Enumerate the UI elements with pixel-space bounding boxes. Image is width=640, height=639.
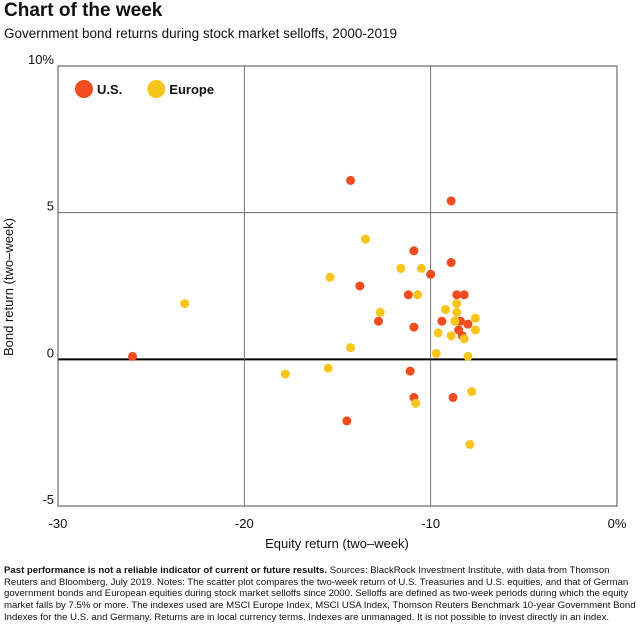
data-point [465, 439, 475, 449]
data-point [446, 196, 456, 206]
chart-subtitle: Government bond returns during stock mar… [4, 26, 397, 41]
data-point [446, 331, 456, 341]
data-point [323, 363, 333, 373]
footnote-bold: Past performance is not a reliable indic… [4, 565, 328, 576]
data-point [433, 328, 443, 338]
data-point [446, 258, 456, 268]
data-point [437, 316, 447, 326]
x-tick-label: 0% [608, 516, 627, 531]
data-point [452, 299, 462, 309]
x-axis-label: Equity return (two–week) [265, 536, 409, 551]
y-tick-label: 0 [47, 345, 54, 360]
data-point [416, 263, 426, 273]
plot-frame [57, 65, 618, 507]
data-point [426, 269, 436, 279]
data-point [280, 369, 290, 379]
x-tick-label: -20 [235, 516, 254, 531]
legend-label: Europe [169, 82, 214, 97]
y-axis-label: Bond return (two–week) [1, 218, 16, 356]
data-point [413, 290, 423, 300]
legend-marker [147, 80, 166, 98]
data-point [452, 290, 462, 300]
data-point [470, 325, 480, 335]
y-tick-label: -5 [42, 492, 54, 507]
data-point [463, 319, 473, 329]
data-point [396, 263, 406, 273]
data-point [470, 313, 480, 323]
data-point [409, 322, 419, 332]
data-point [409, 246, 419, 256]
data-point [459, 290, 469, 300]
data-point [128, 351, 138, 361]
legend-label: U.S. [97, 82, 122, 97]
data-point [342, 416, 352, 426]
y-tick-label: 10% [28, 52, 54, 67]
data-point [346, 343, 356, 353]
data-point [373, 316, 383, 326]
data-point [360, 234, 370, 244]
chart: Chart of the week Government bond return… [1, 0, 627, 551]
data-point [411, 398, 421, 408]
data-point [180, 299, 190, 309]
data-point [346, 175, 356, 185]
footnote-text: Sources: BlackRock Investment Institute,… [4, 565, 636, 623]
data-point [448, 392, 458, 402]
data-point [431, 348, 441, 358]
data-point [452, 307, 462, 317]
data-point [403, 290, 413, 300]
data-point [375, 307, 385, 317]
data-point [405, 366, 415, 376]
data-point [467, 387, 477, 397]
data-point [441, 304, 451, 314]
data-point [463, 351, 473, 361]
data-point [459, 334, 469, 344]
data-point [355, 281, 365, 291]
x-tick-label: -10 [421, 516, 440, 531]
data-point [450, 316, 460, 326]
y-tick-label: 5 [47, 199, 54, 214]
footnote: Past performance is not a reliable indic… [4, 565, 638, 624]
data-point [325, 272, 335, 282]
x-tick-label: -30 [49, 516, 68, 531]
chart-title: Chart of the week [4, 0, 163, 21]
legend-marker [75, 80, 93, 98]
